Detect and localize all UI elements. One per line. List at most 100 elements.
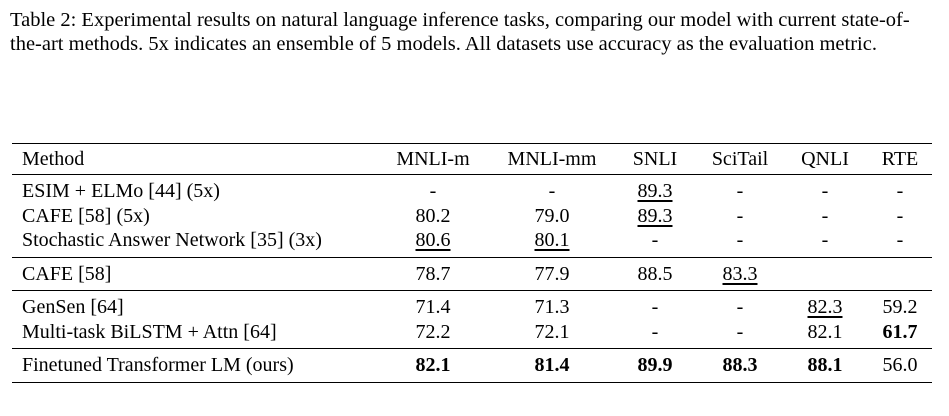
score-cell: - (374, 175, 492, 204)
method-name: CAFE [58] (22, 262, 112, 285)
table-row: Stochastic Answer Network [35] (3x) 80.6 8… (12, 228, 932, 257)
score-cell: - (698, 320, 782, 349)
score: 88.5 (637, 262, 673, 285)
table-header: Method MNLI-m MNLI-mm SNLI SciTail QNLI RTE (12, 143, 932, 175)
score: 72.1 (534, 320, 570, 343)
column-header: RTE (881, 148, 919, 170)
score: 59.2 (882, 296, 918, 319)
method-cell: Multi-task BiLSTM + Attn [64] (12, 320, 374, 349)
score: - (736, 320, 744, 343)
score: 81.4 (534, 354, 570, 377)
score-cell: 59.2 (868, 291, 932, 320)
method-cell: GenSen [64] (12, 291, 374, 320)
score-cell (782, 257, 868, 291)
header-row: Method MNLI-m MNLI-mm SNLI SciTail QNLI RTE (12, 143, 932, 175)
score: 83.3 (722, 262, 758, 285)
score-cell: - (612, 291, 698, 320)
score: - (736, 229, 744, 252)
score-cell: 82.3 (782, 291, 868, 320)
score: - (651, 320, 659, 343)
table-caption: Table 2: Experimental results on natural… (10, 9, 910, 55)
score-cell: 80.1 (492, 228, 612, 257)
score: - (821, 229, 829, 252)
score: 80.6 (415, 229, 451, 252)
table-row: Finetuned Transformer LM (ours) 82.1 81.4 8… (12, 349, 932, 383)
method-name: Multi-task BiLSTM + Attn [64] (22, 320, 277, 343)
score: - (651, 229, 659, 252)
method-cell: Finetuned Transformer LM (ours) (12, 349, 374, 383)
row-group: ESIM + ELMo [44] (5x) - -89.3- - - CAFE [58] … (12, 175, 932, 257)
row-group: CAFE [58] 78.7 77.9 88.5 83.3 (12, 257, 932, 291)
score-cell: 80.6 (374, 228, 492, 257)
score: 82.1 (807, 320, 843, 343)
score-cell: 72.1 (492, 320, 612, 349)
column-header: MNLI-m (396, 148, 470, 170)
score-cell: - (782, 204, 868, 229)
method-name: GenSen [64] (22, 296, 124, 319)
score-cell: - (782, 228, 868, 257)
score: - (651, 296, 659, 319)
score: 82.1 (415, 354, 451, 377)
method-cell: CAFE [58] (12, 257, 374, 291)
score: - (548, 180, 556, 203)
column-header: QNLI (801, 148, 849, 170)
table-row: Multi-task BiLSTM + Attn [64] 72.2 72.1 - - 8… (12, 320, 932, 349)
score-cell: 78.7 (374, 257, 492, 291)
score-cell: 89.9 (612, 349, 698, 383)
score-cell: - (868, 228, 932, 257)
score: 82.3 (807, 296, 843, 319)
score: 89.9 (637, 354, 673, 377)
row-group: Finetuned Transformer LM (ours) 82.1 81.4 8… (12, 349, 932, 383)
score: 77.9 (534, 262, 570, 285)
score-cell: - (612, 228, 698, 257)
score-cell: 72.2 (374, 320, 492, 349)
results-table: Method MNLI-m MNLI-mm SNLI SciTail QNLI RTE ES… (12, 143, 932, 383)
score: - (896, 204, 904, 227)
column-header: Method (22, 148, 85, 170)
score-cell: 80.2 (374, 204, 492, 229)
score: 89.3 (637, 204, 673, 227)
score-cell (868, 257, 932, 291)
score-cell: - (612, 320, 698, 349)
score-cell: 71.4 (374, 291, 492, 320)
score: 71.4 (415, 296, 451, 319)
score: 88.1 (807, 354, 843, 377)
score: - (429, 180, 437, 203)
score: 61.7 (882, 320, 918, 343)
score-cell: 89.3 (612, 175, 698, 204)
score-cell: 88.1 (782, 349, 868, 383)
score-cell: - (492, 175, 612, 204)
score: - (736, 180, 744, 203)
score: - (821, 180, 829, 203)
score: - (736, 204, 744, 227)
score: - (821, 204, 829, 227)
score-cell: - (782, 175, 868, 204)
score: 80.2 (415, 204, 451, 227)
method-name: Stochastic Answer Network [35] (3x) (22, 229, 322, 252)
score-cell: - (698, 228, 782, 257)
table-row: ESIM + ELMo [44] (5x) - - 89.3 - - - (12, 175, 932, 204)
score: 80.1 (534, 229, 570, 252)
score: 89.3 (637, 180, 673, 203)
table-row: CAFE [58] 78.7 77.9 88.5 83.3 (12, 257, 932, 291)
method-cell: Stochastic Answer Network [35] (3x) (12, 228, 374, 257)
score-cell: 71.3 (492, 291, 612, 320)
method-cell: ESIM + ELMo [44] (5x) (12, 175, 374, 204)
score-cell: - (868, 204, 932, 229)
score-cell: - (698, 175, 782, 204)
score-cell: 77.9 (492, 257, 612, 291)
score: 88.3 (722, 354, 758, 377)
score-cell: 83.3 (698, 257, 782, 291)
column-header: MNLI-mm (507, 148, 597, 170)
score-cell: - (868, 175, 932, 204)
method-name: Finetuned Transformer LM (ours) (22, 354, 294, 377)
table-row: CAFE [58] (5x) 80.2 79.0 89.3 - - - (12, 204, 932, 229)
score-cell: - (698, 204, 782, 229)
score: - (896, 229, 904, 252)
score-cell: 79.0 (492, 204, 612, 229)
score: 72.2 (415, 320, 451, 343)
row-group: GenSen [64] 71.4 71.3- -82.3 59.2 Multi-task … (12, 291, 932, 349)
score: 71.3 (534, 296, 570, 319)
column-header: SNLI (632, 148, 678, 170)
